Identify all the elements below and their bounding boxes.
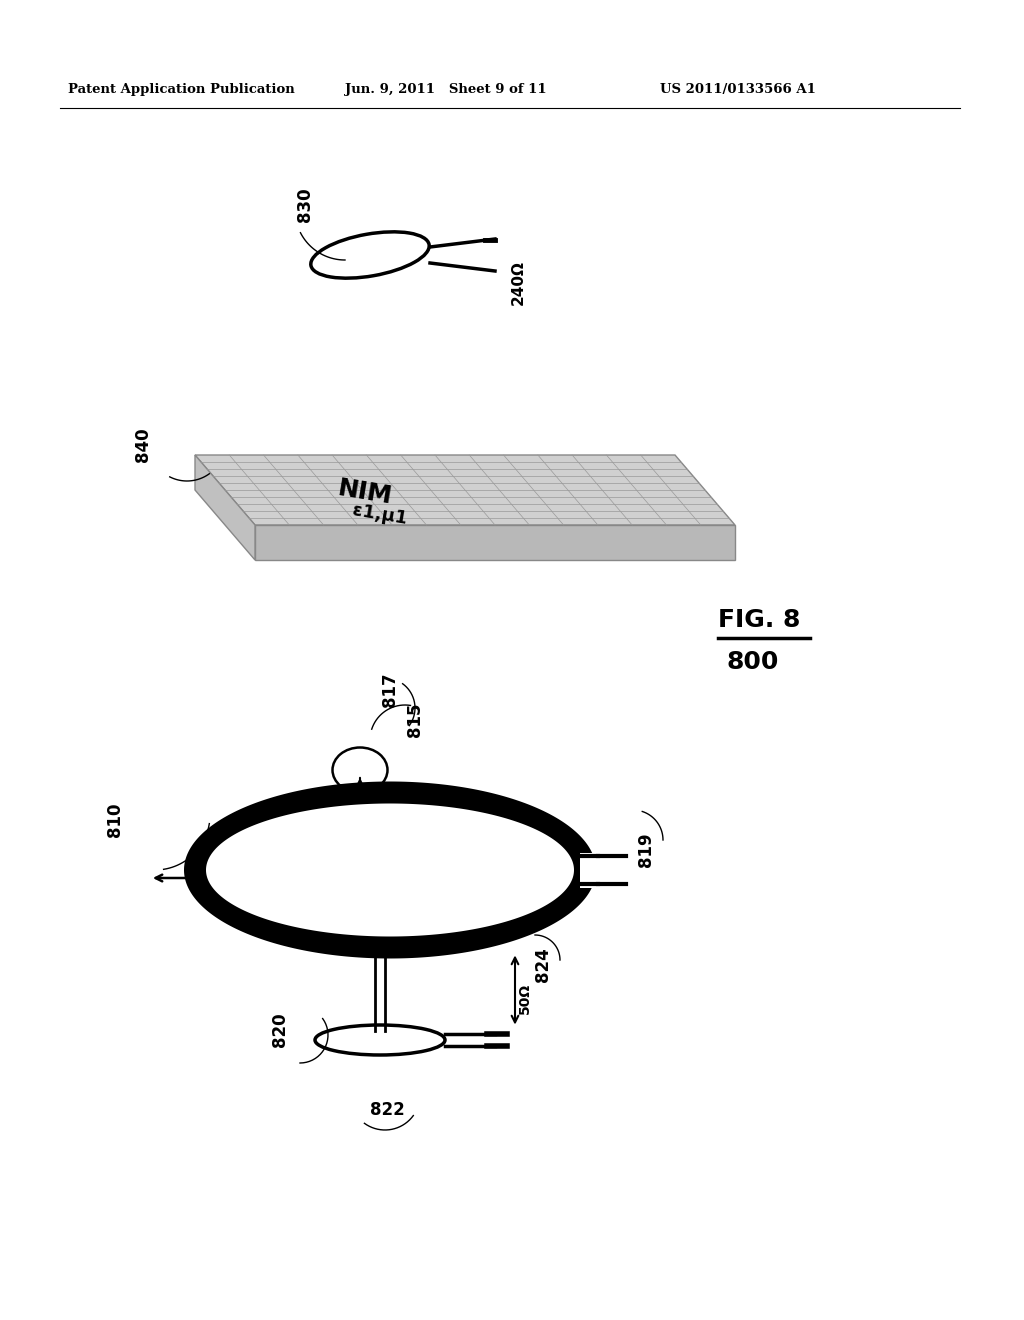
Text: 830: 830 [296, 187, 314, 222]
Text: 840: 840 [134, 428, 152, 462]
Text: 824: 824 [534, 948, 552, 982]
Text: 822: 822 [370, 1101, 404, 1119]
Polygon shape [184, 781, 596, 958]
Text: 820: 820 [271, 1012, 289, 1047]
Text: 810: 810 [106, 803, 124, 837]
Text: Patent Application Publication: Patent Application Publication [68, 83, 295, 96]
Polygon shape [195, 455, 735, 525]
Text: Jun. 9, 2011   Sheet 9 of 11: Jun. 9, 2011 Sheet 9 of 11 [345, 83, 547, 96]
Text: 819: 819 [637, 833, 655, 867]
Text: 800: 800 [727, 649, 779, 675]
Text: 817: 817 [381, 673, 399, 708]
Text: 815: 815 [406, 702, 424, 738]
Text: 240Ω: 240Ω [511, 260, 525, 305]
Text: FIG. 8: FIG. 8 [718, 609, 801, 632]
Bar [580, 853, 635, 887]
Text: 50Ω: 50Ω [518, 982, 532, 1014]
Text: US 2011/0133566 A1: US 2011/0133566 A1 [660, 83, 816, 96]
Polygon shape [195, 455, 255, 560]
Text: NIM: NIM [336, 477, 394, 510]
Text: ε1,μ1: ε1,μ1 [351, 502, 409, 528]
Polygon shape [255, 525, 735, 560]
